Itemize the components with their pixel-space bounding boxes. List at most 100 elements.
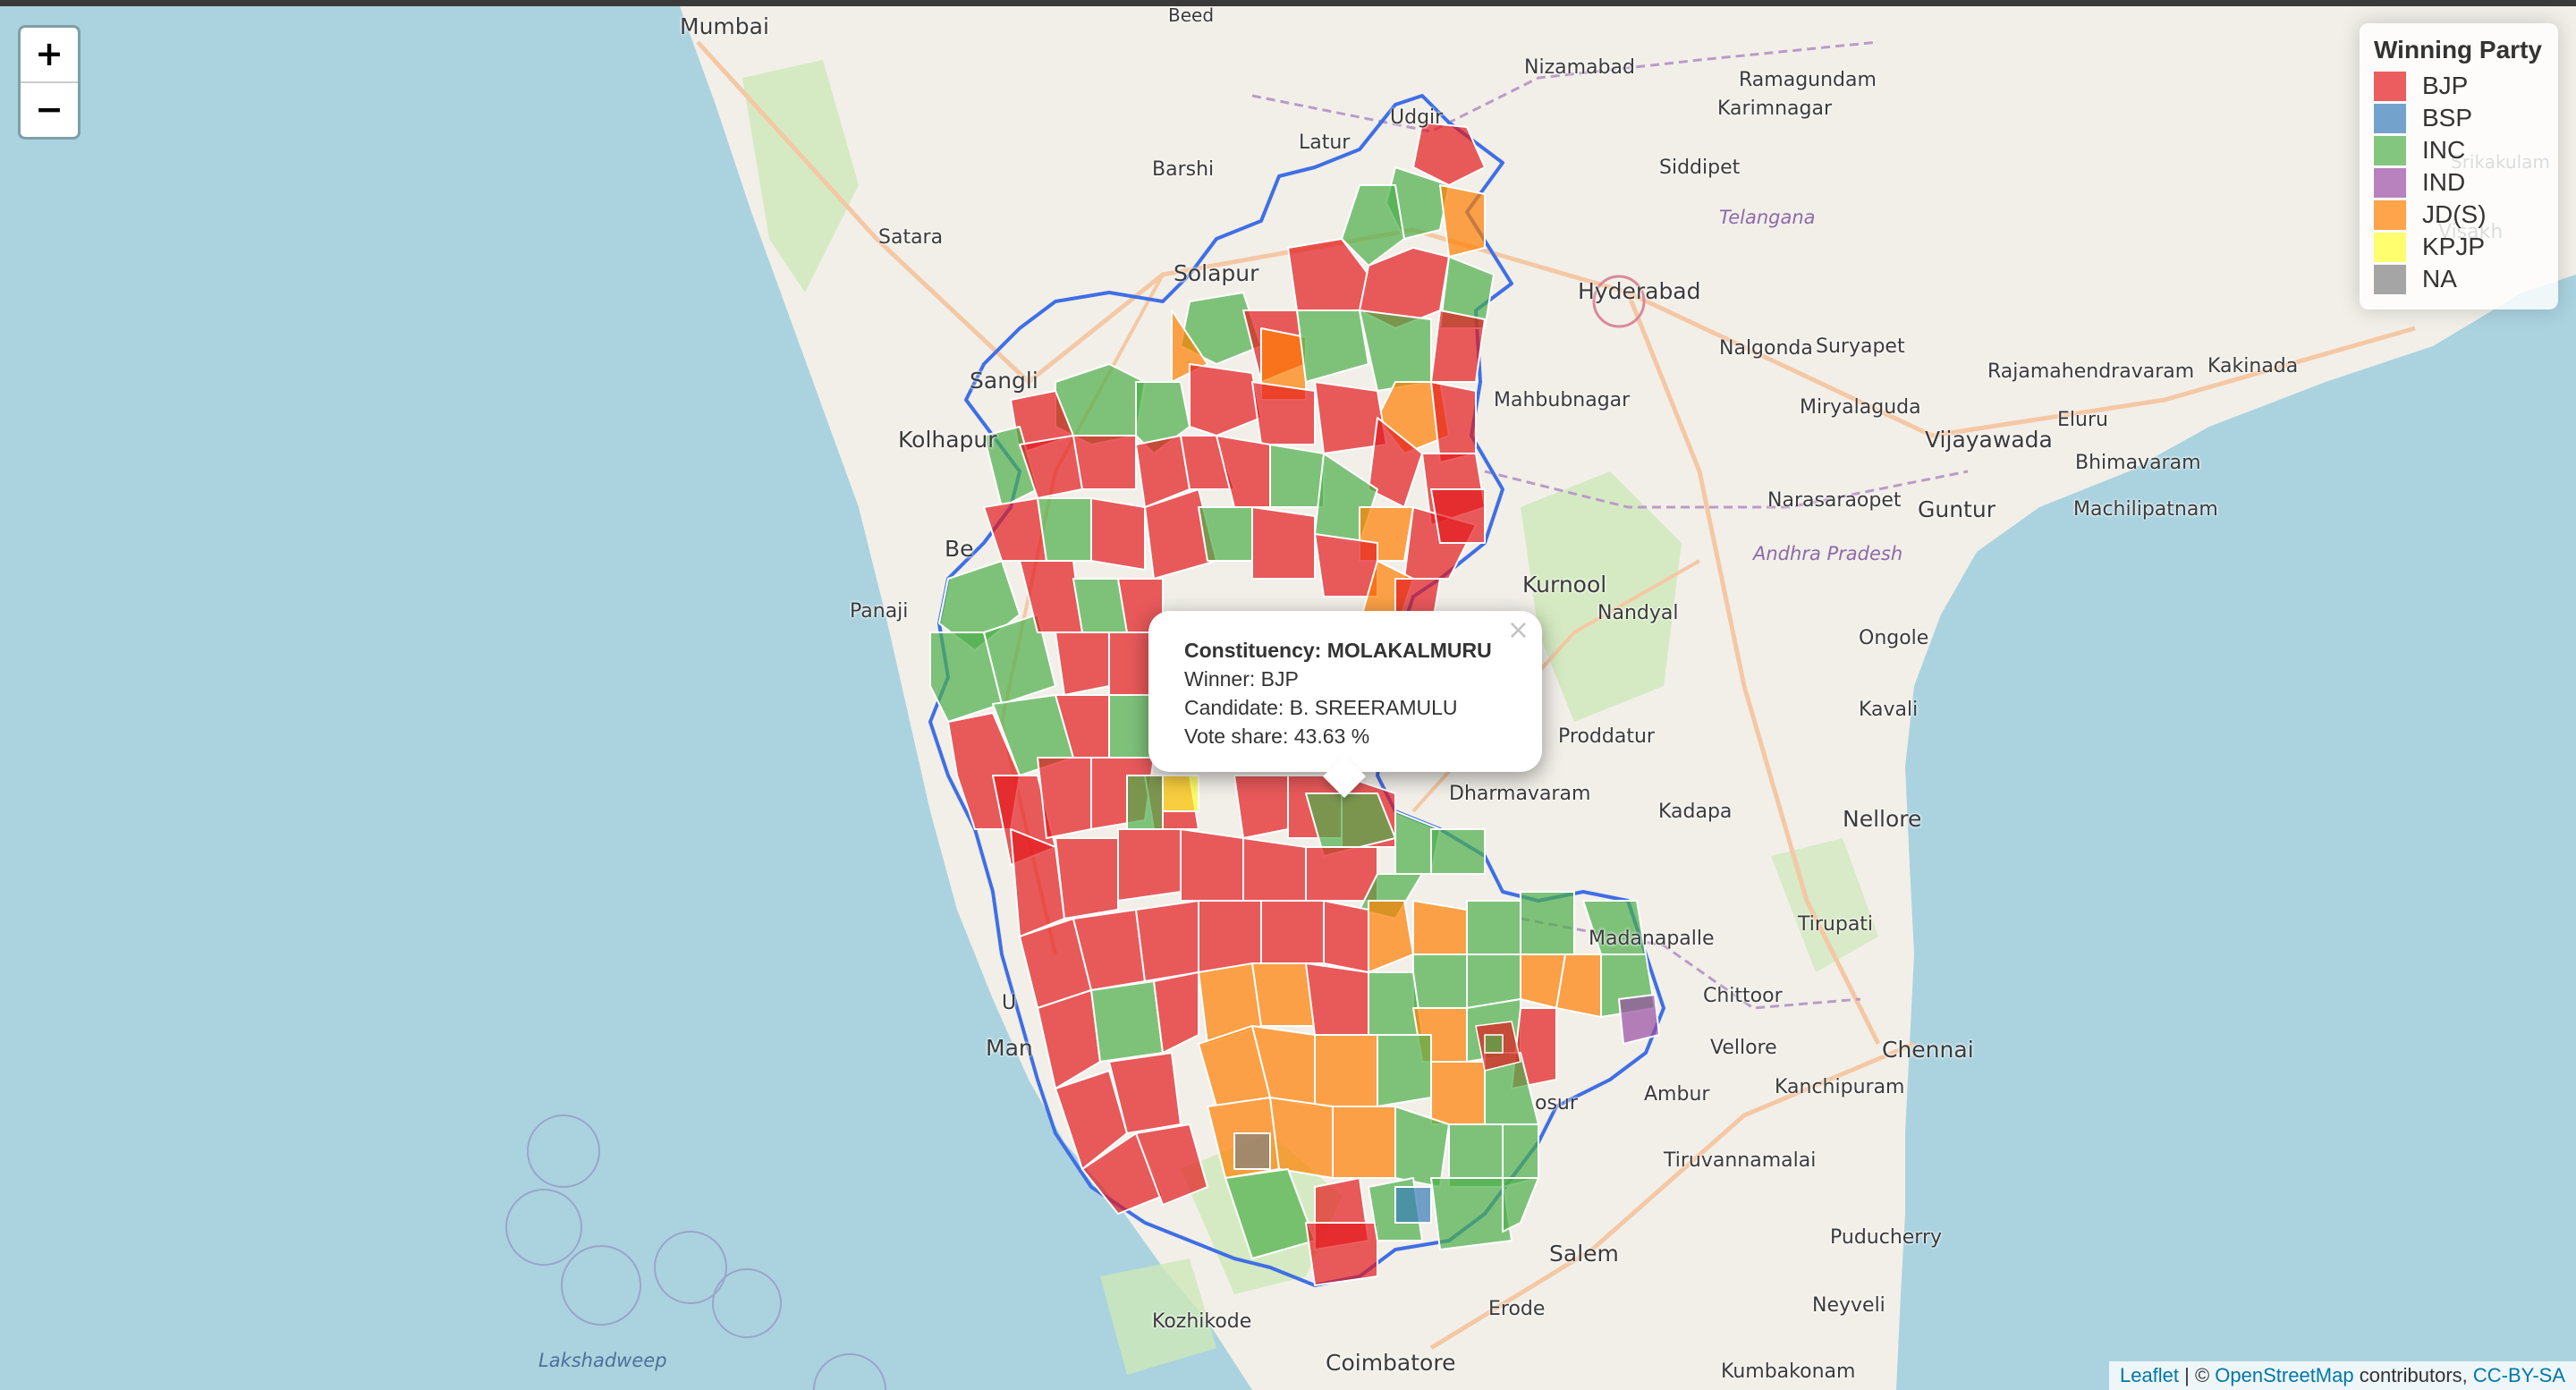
legend-swatch [2374, 167, 2406, 198]
legend-label: JD(S) [2422, 200, 2487, 228]
browser-top-strip [0, 0, 2576, 6]
legend: Winning Party BJP BSP INC IND JD(S) KPJP NA [2360, 23, 2558, 309]
place-label: Kumbakonam [1721, 1360, 1856, 1383]
place-label: Madanapalle [1589, 928, 1715, 950]
place-label: Sangli [970, 368, 1038, 394]
place-label: Vellore [1710, 1037, 1777, 1059]
place-label: osur [1535, 1092, 1578, 1115]
place-label: Suryapet [1816, 335, 1905, 358]
popup-constituency-label: Constituency: [1184, 639, 1322, 662]
popup-constituency-name: MOLAKALMURU [1326, 639, 1492, 662]
zoom-control: + − [18, 25, 80, 140]
zoom-in-button[interactable]: + [35, 34, 64, 73]
state-label: Andhra Pradesh [1753, 543, 1903, 564]
legend-label: IND [2422, 168, 2466, 196]
place-label: Karimnagar [1717, 97, 1833, 120]
legend-item: JD(S) [2374, 199, 2544, 231]
attribution-separator: | © [2179, 1364, 2216, 1386]
place-label: Beed [1168, 6, 1215, 26]
legend-swatch [2374, 135, 2406, 165]
place-label: Latur [1299, 131, 1351, 154]
region-label: Lakshadweep [538, 1350, 667, 1371]
place-label: Nandyal [1597, 602, 1679, 624]
place-label: Nellore [1843, 806, 1922, 832]
popup-constituency-line: Constituency: MOLAKALMURU [1184, 636, 1506, 665]
place-label: Dharmavaram [1449, 783, 1591, 805]
popup-winner: Winner: BJP [1184, 667, 1299, 691]
legend-swatch [2374, 71, 2406, 101]
place-label: Narasaraopet [1767, 489, 1902, 512]
place-label: Udgir [1390, 106, 1444, 129]
legend-item: BSP [2374, 102, 2544, 134]
place-label: Miryalaguda [1800, 396, 1921, 419]
place-label: Panaji [850, 600, 909, 623]
legend-item: NA [2374, 263, 2544, 295]
basemap [505, 6, 2576, 1390]
place-label: Ongole [1859, 627, 1929, 649]
karnataka-choropleth [928, 94, 1665, 1287]
bengaluru-cluster [1475, 1021, 1521, 1072]
place-label: Nalgonda [1719, 337, 1813, 360]
place-label: Satara [878, 226, 944, 249]
legend-label: BJP [2422, 72, 2469, 99]
license-link[interactable]: CC-BY-SA [2472, 1364, 2565, 1386]
place-label: Chittoor [1703, 985, 1783, 1007]
place-label: Barshi [1152, 158, 1215, 181]
leaflet-link[interactable]: Leaflet [2119, 1364, 2180, 1386]
place-label: Solapur [1174, 260, 1259, 286]
place-label: Erode [1488, 1298, 1546, 1320]
map-canvas[interactable]: Mumbai Beed Nizamabad Ramagundam Karimna… [0, 6, 2576, 1390]
place-label: Puducherry [1830, 1226, 1943, 1249]
place-label: Proddatur [1558, 725, 1655, 748]
place-label: Kolhapur [898, 427, 997, 453]
place-label: Coimbatore [1326, 1350, 1456, 1376]
place-label: Kozhikode [1152, 1310, 1252, 1333]
place-label: Hyderabad [1578, 278, 1701, 304]
legend-label: NA [2422, 265, 2457, 292]
popup-close-button[interactable]: × [1506, 614, 1530, 646]
place-label: Ramagundam [1739, 69, 1877, 91]
place-label: Mumbai [680, 13, 769, 39]
place-label: Kurnool [1522, 572, 1607, 598]
place-label: Eluru [2057, 409, 2108, 431]
legend-item: IND [2374, 166, 2544, 199]
legend-label: INC [2422, 136, 2466, 164]
place-label: Guntur [1918, 496, 1996, 522]
place-label: Mahbubnagar [1494, 389, 1631, 411]
zoom-out-button[interactable]: − [21, 81, 78, 137]
place-label: Neyveli [1812, 1294, 1885, 1317]
attribution-contributors: contributors, [2353, 1364, 2473, 1386]
place-label: Man [986, 1035, 1033, 1061]
place-label: Kavali [1859, 699, 1919, 721]
place-label: Tirupati [1798, 913, 1874, 936]
legend-label: KPJP [2422, 233, 2486, 260]
popup-candidate: Candidate: B. SREERAMULU [1184, 696, 1458, 719]
place-label: Rajamahendravaram [1987, 360, 2195, 383]
place-label: U [1002, 992, 1017, 1014]
legend-swatch [2374, 232, 2406, 262]
place-label: Kanchipuram [1775, 1076, 1905, 1098]
place-label: Tiruvannamalai [1664, 1149, 1817, 1172]
legend-swatch [2374, 103, 2406, 133]
popup-vote-share: Vote share: 43.63 % [1184, 725, 1370, 748]
legend-swatch [2374, 264, 2406, 294]
constituency-popup: × Constituency: MOLAKALMURU Winner: BJP … [1148, 611, 1542, 799]
legend-item: KPJP [2374, 231, 2544, 263]
place-label: Kadapa [1658, 801, 1733, 823]
place-label: Be [945, 536, 974, 562]
legend-swatch [2374, 199, 2406, 230]
legend-item: BJP [2374, 70, 2544, 102]
osm-link[interactable]: OpenStreetMap [2215, 1364, 2354, 1386]
place-label: Vijayawada [1925, 427, 2053, 453]
place-label: Machilipatnam [2073, 498, 2218, 521]
place-label: Salem [1549, 1241, 1619, 1267]
legend-title: Winning Party [2374, 36, 2542, 64]
legend-item: INC [2374, 134, 2544, 166]
place-label: Bhimavaram [2075, 452, 2201, 474]
place-label: Kakinada [2207, 355, 2299, 377]
place-label: Ambur [1644, 1083, 1710, 1106]
place-label: Siddipet [1659, 157, 1741, 179]
place-label: Chennai [1882, 1037, 1974, 1063]
state-label: Telangana [1719, 207, 1816, 228]
legend-items: BJP BSP INC IND JD(S) KPJP NA [2374, 70, 2544, 295]
